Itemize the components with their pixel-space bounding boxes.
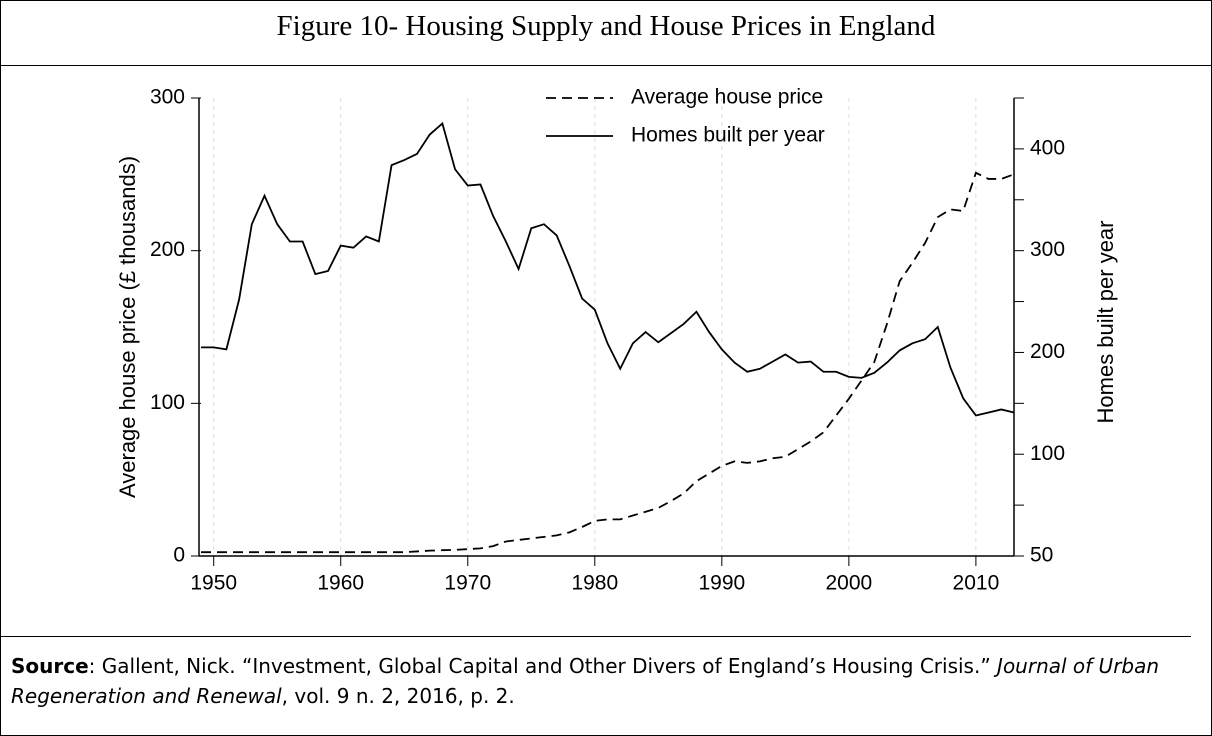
journal: Journal of Urban Regeneration and Renewa… <box>11 654 1160 708</box>
source-rest: , vol. 9 n. 2, 2016, p. 2. <box>281 684 515 708</box>
y2-axis-label: Homes built per year <box>1093 221 1118 424</box>
x-tick-label: 1990 <box>698 572 745 595</box>
y2-tick-label: 400 <box>1030 136 1065 159</box>
source-text: : Gallent, Nick. “Investment, Global Cap… <box>88 654 998 678</box>
y-tick-label: 0 <box>173 544 185 567</box>
figure-title: Figure 10- Housing Supply and House Pric… <box>1 1 1211 66</box>
data-line <box>201 171 1015 554</box>
legend-label: Homes built per year <box>631 124 825 147</box>
x-tick-label: 2000 <box>826 572 873 595</box>
y2-tick-label: 100 <box>1030 442 1065 465</box>
chart: 1950 1960 1970 1980 1990 2000 2010 0 100 200 300 50… <box>115 86 1118 595</box>
y2-tick-label: 300 <box>1030 238 1065 261</box>
y2-tick-label: 50 <box>1030 544 1053 567</box>
x-tick-label: 1970 <box>444 572 491 595</box>
x-tick-label: 1980 <box>571 572 618 595</box>
y-tick-label: 200 <box>150 238 185 261</box>
x-tick-label: 1950 <box>190 572 237 595</box>
y-tick-label: 300 <box>150 86 185 109</box>
x-tick-label: 1960 <box>317 572 364 595</box>
y-tick-label: 100 <box>150 391 185 414</box>
data-line <box>201 121 1015 417</box>
source-label: Source <box>11 654 89 678</box>
y2-tick-label: 200 <box>1030 340 1065 363</box>
y-axis-label: Average house price (£ thousands) <box>115 156 140 498</box>
x-tick-label: 2010 <box>953 572 1000 595</box>
source-note: Source: Gallent, Nick. “Investment, Glob… <box>1 636 1191 735</box>
legend-label: Average house price <box>631 86 823 109</box>
